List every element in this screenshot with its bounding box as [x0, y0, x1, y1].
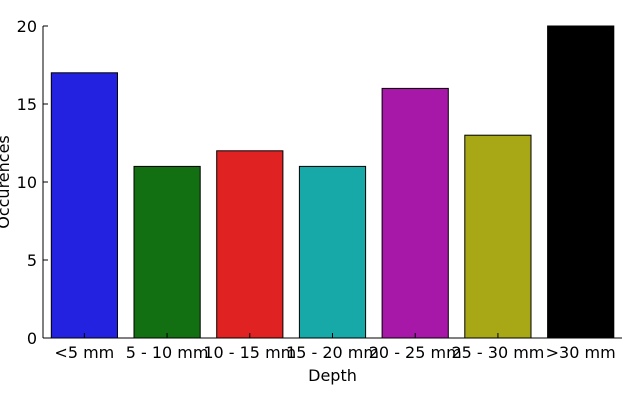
- bar-6: [464, 134, 532, 339]
- y-tick-label: 5: [27, 251, 37, 270]
- x-axis-title: Depth: [308, 366, 357, 385]
- bar-2: [133, 165, 201, 339]
- x-tick-label: 5 - 10 mm: [126, 343, 209, 362]
- bar-5: [381, 87, 449, 339]
- x-tick-label: 20 - 25 mm: [369, 343, 462, 362]
- x-tick-label: 15 - 20 mm: [286, 343, 379, 362]
- y-tick-label: 15: [17, 95, 37, 114]
- bars-layer: [50, 25, 615, 339]
- x-tick-label: 25 - 30 mm: [451, 343, 544, 362]
- bar-7: [547, 25, 615, 339]
- bar-1: [50, 72, 118, 339]
- y-axis-title: Occurences: [0, 135, 13, 229]
- x-tick-label: <5 mm: [54, 343, 114, 362]
- bar-3: [216, 150, 284, 339]
- bar-4: [298, 165, 367, 339]
- y-tick-label: 10: [17, 173, 37, 192]
- x-tick-label: >30 mm: [546, 343, 616, 362]
- y-ticks: 0 5 10 15 20: [17, 17, 48, 348]
- y-tick-label: 0: [27, 329, 37, 348]
- y-tick-label: 20: [17, 17, 37, 36]
- x-tick-label: 10 - 15 mm: [203, 343, 296, 362]
